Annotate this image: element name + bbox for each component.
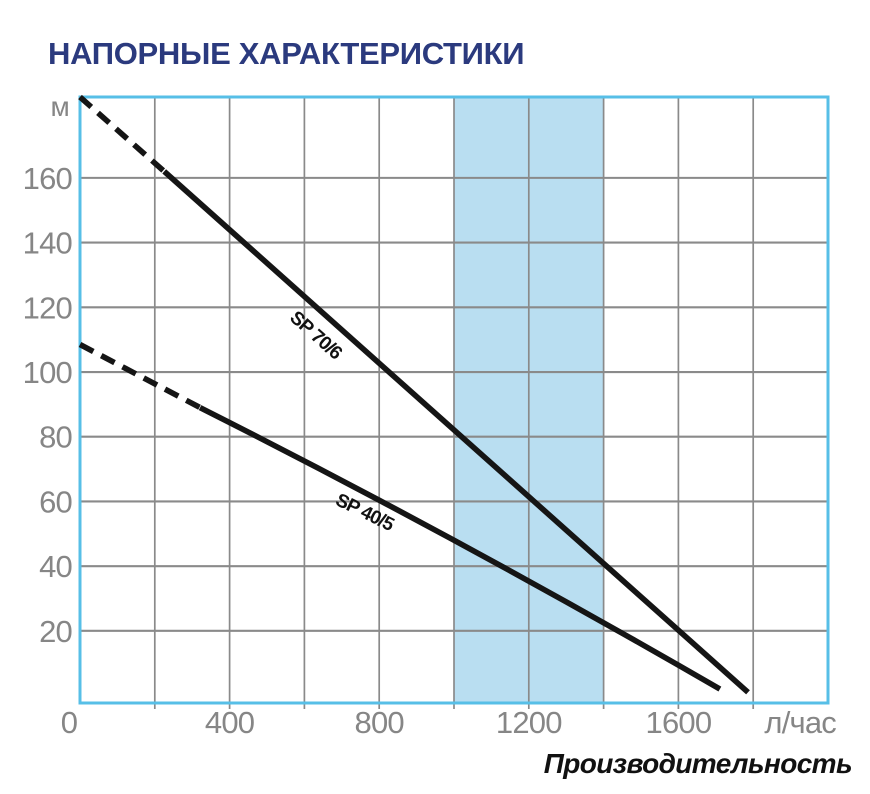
series-sp-40-5-dashed-segment (78, 342, 202, 411)
series-label-sp-70-6: SP 70/6 (285, 307, 345, 364)
y-tick-label: 60 (39, 484, 72, 519)
y-tick-label: 20 (39, 614, 72, 649)
chart-frame (78, 95, 830, 705)
x-tick-label: 0 (61, 705, 78, 740)
x-tick-label: 400 (205, 705, 255, 740)
x-tick-label: 1200 (496, 705, 562, 740)
x-tick-label: 800 (355, 705, 405, 740)
series-sp-70-6-dashed-segment (78, 94, 167, 174)
y-tick-label: 120 (23, 290, 73, 325)
x-axis-unit-label: л/час (764, 705, 836, 740)
series-sp-40-5-line (198, 405, 722, 692)
y-tick-label: 100 (23, 355, 73, 390)
y-tick-label: 40 (39, 549, 72, 584)
y-axis-unit-label: м (51, 91, 69, 122)
y-tick-label: 140 (23, 226, 73, 261)
y-tick-label: 160 (23, 161, 73, 196)
y-tick-label: 80 (39, 420, 72, 455)
x-tick-label: 1600 (646, 705, 712, 740)
x-axis-title: Производительность (543, 748, 853, 779)
page-title: НАПОРНЫЕ ХАРАКТЕРИСТИКИ (48, 36, 525, 71)
series-sp-70-6-line (162, 169, 750, 695)
series-label-sp-40-5: SP 40/5 (332, 490, 398, 536)
